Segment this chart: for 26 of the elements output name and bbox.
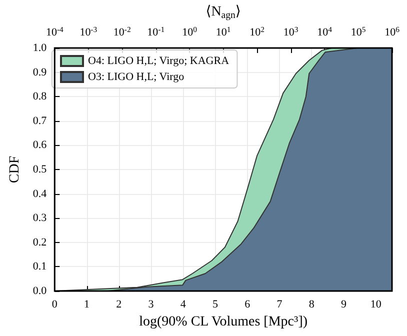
x-tick-label: 1 [84, 298, 90, 310]
y-tick-label: 0.6 [32, 139, 48, 152]
y-tick-label: 0.4 [32, 188, 48, 200]
y-tick-label: 0.2 [32, 236, 47, 248]
y-tick-label: 0.0 [32, 285, 48, 297]
y-tick-label: 0.5 [32, 164, 48, 176]
x-tick-label: 2 [116, 298, 122, 310]
x-tick-label: 7 [276, 298, 283, 310]
legend-label: O4: LIGO H,L; Virgo; KAGRA [88, 55, 230, 67]
x-tick-label: 5 [212, 298, 219, 310]
y-tick-label: 0.9 [32, 66, 48, 78]
y-axis-title: CDF [8, 156, 22, 184]
x-axis-title: log(90% CL Volumes [Mpc³]) [139, 314, 308, 330]
y-tick-label: 1.0 [32, 42, 48, 54]
y-tick-label: 0.3 [32, 212, 48, 224]
x-tick-label: 9 [341, 298, 348, 310]
x-tick-label: 6 [244, 298, 251, 310]
x-tick-label: 8 [308, 298, 315, 310]
x-tick-label: 3 [148, 298, 154, 310]
y-tick-label: 0.8 [32, 90, 48, 103]
x-tick-label: 0 [52, 298, 58, 310]
legend-label: O3: LIGO H,L; Virgo [88, 71, 185, 83]
x-tick-label: 4 [180, 298, 186, 310]
x-tick-label: 10 [370, 298, 382, 310]
y-tick-label: 0.1 [32, 260, 47, 273]
y-tick-label: 0.7 [32, 114, 48, 127]
